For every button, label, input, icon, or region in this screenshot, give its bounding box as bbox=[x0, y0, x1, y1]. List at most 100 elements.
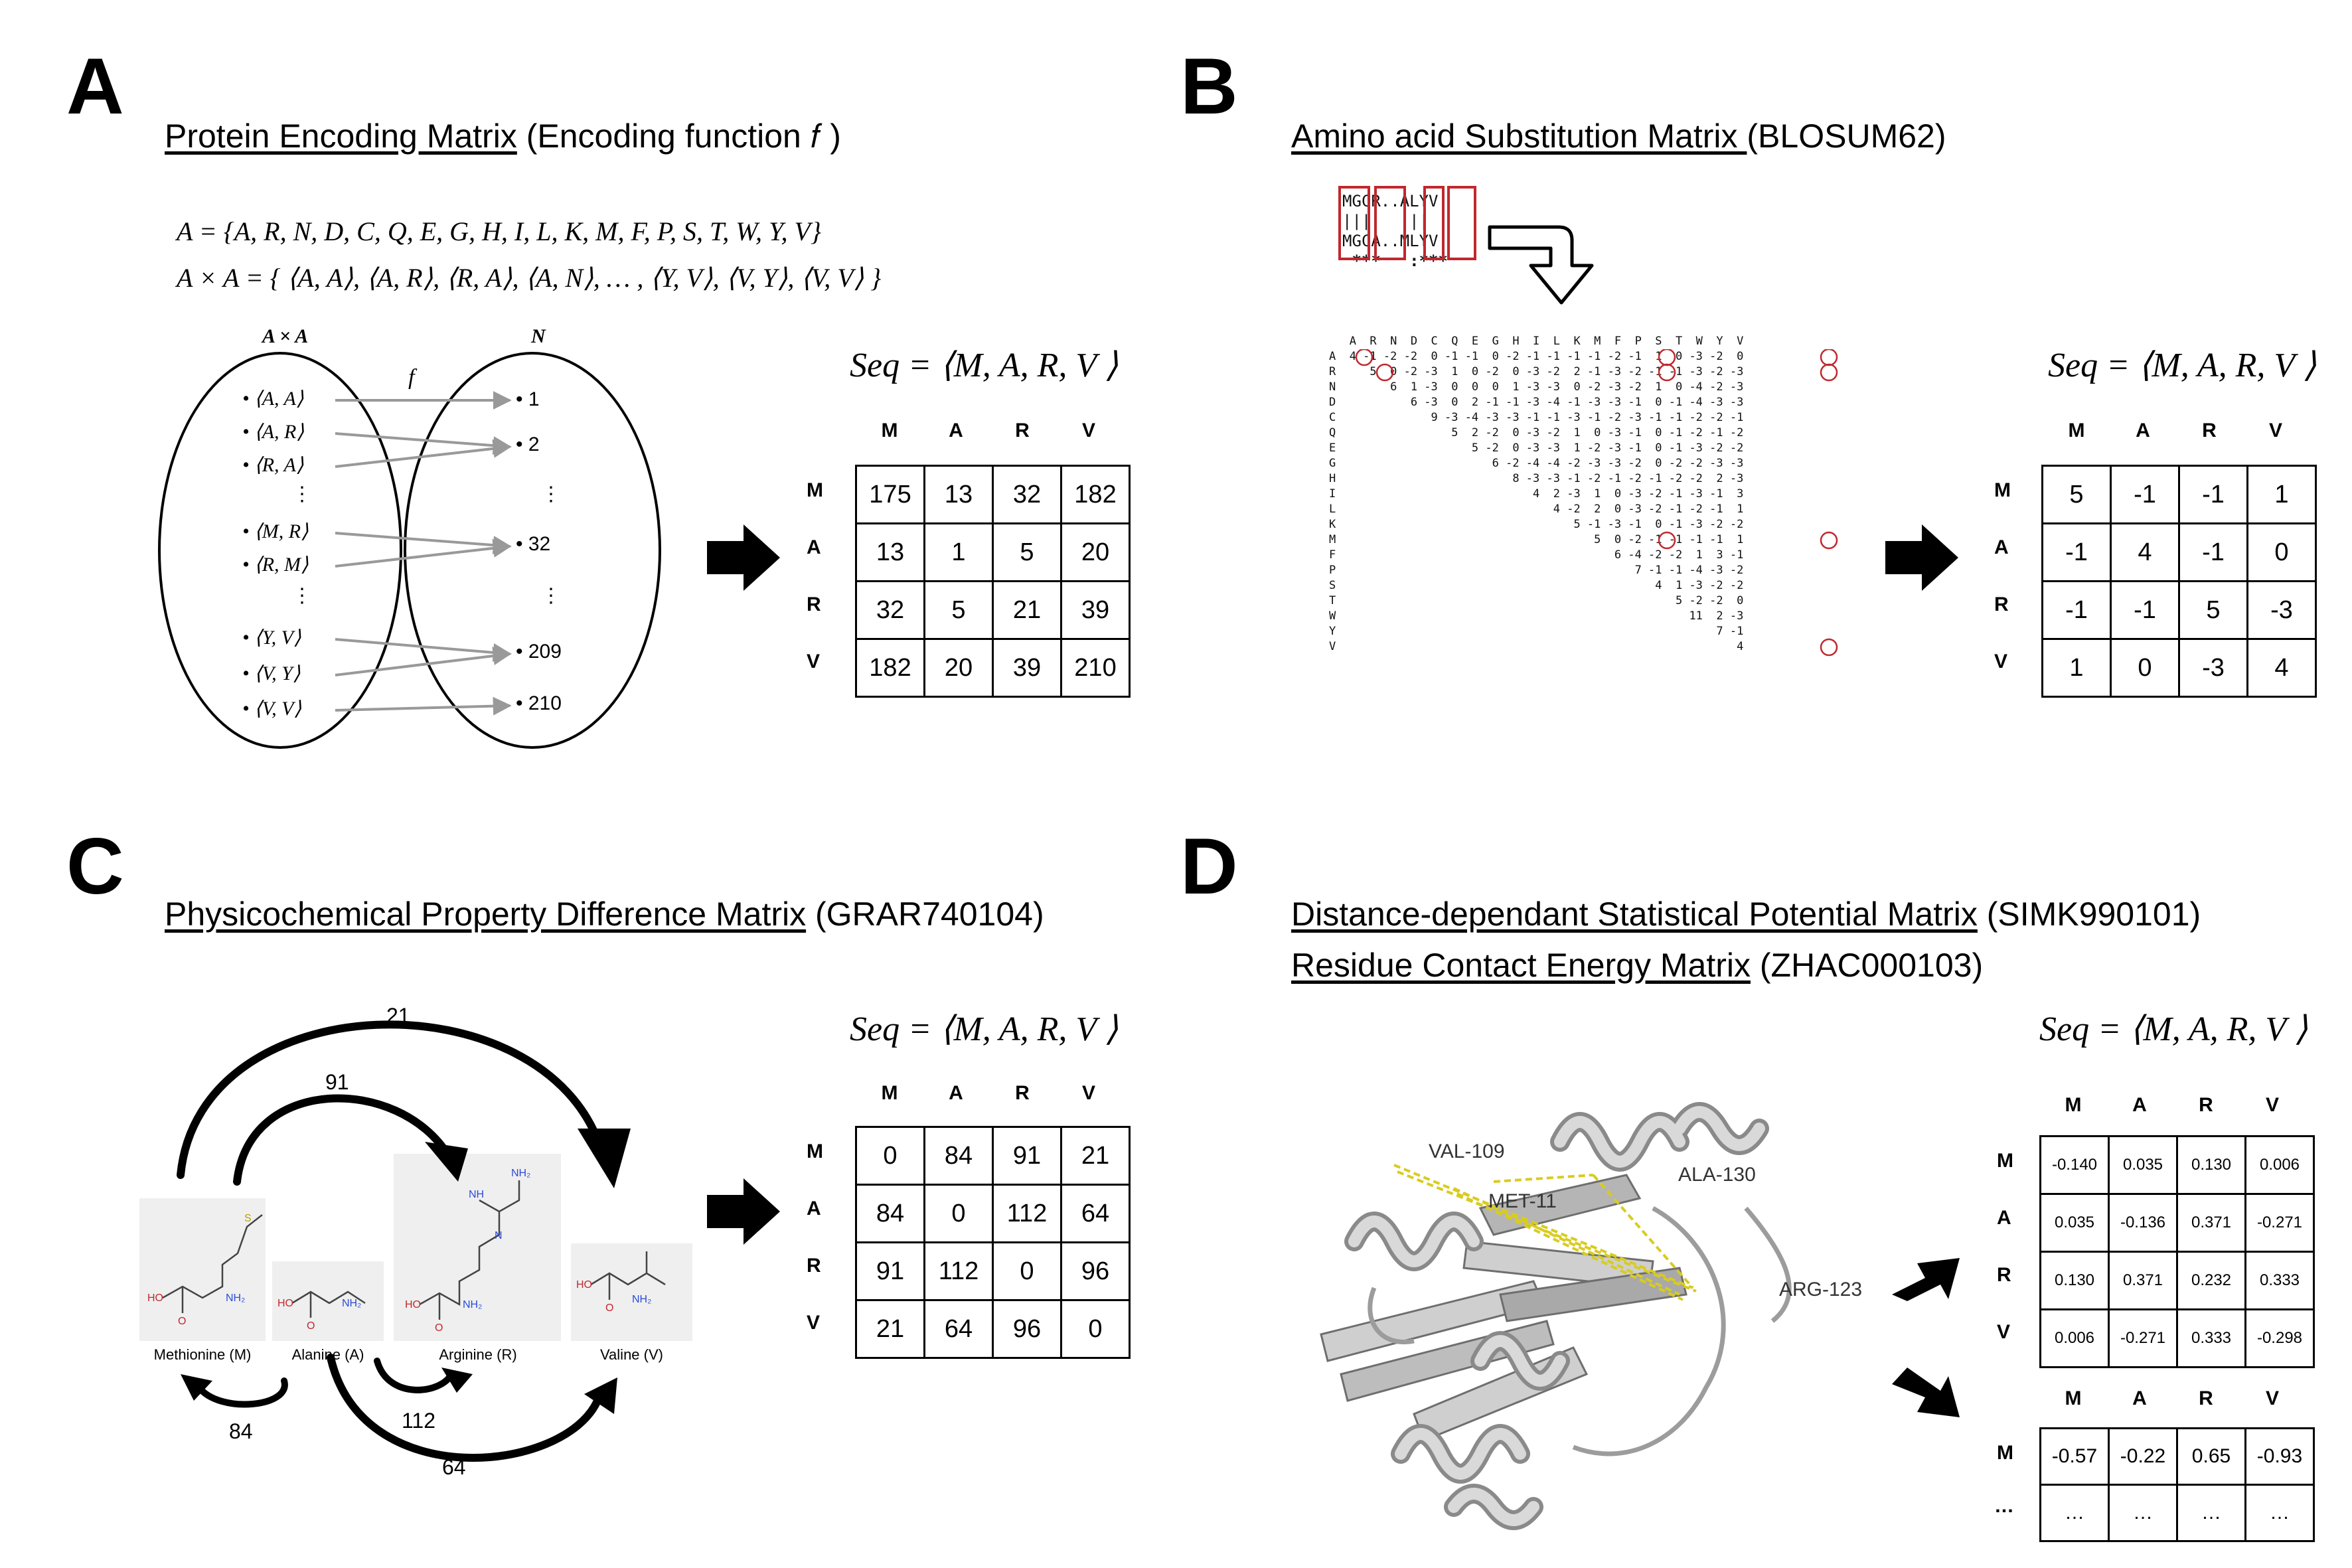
arrow-m-r bbox=[233, 1094, 452, 1186]
hook-arrow-icon bbox=[1488, 225, 1594, 305]
matrix-cell: 21 bbox=[855, 1299, 925, 1359]
col-header: R bbox=[2202, 420, 2217, 441]
block-arrow-d2 bbox=[1892, 1368, 1960, 1417]
matrix-cell: 0.333 bbox=[2244, 1251, 2315, 1310]
matrix-cell: 13 bbox=[855, 522, 925, 582]
domain-ellipse bbox=[158, 352, 402, 749]
potential-matrix-d1: -0.140 0.035 0.130 0.006 0.035 -0.136 0.371 -0… bbox=[2039, 1135, 2315, 1368]
row-header: A bbox=[807, 1198, 821, 1219]
matrix-cell: 5 bbox=[2178, 580, 2248, 640]
blosum-row: H 8 -3 -3 -1 -2 -1 -2 -1 -2 -2 2 -3 bbox=[1329, 472, 1744, 485]
blosum-row: E 5 -2 0 -3 -3 1 -2 -3 -1 0 -1 -3 -2 -2 bbox=[1329, 441, 1744, 455]
blosum-row: G 6 -2 -4 -4 -2 -3 -3 -2 0 -2 -2 -3 -3 bbox=[1329, 457, 1744, 470]
matrix-cell: 0.371 bbox=[2176, 1193, 2246, 1253]
matrix-cell: 1 bbox=[2041, 638, 2112, 698]
pair-item: • ⟨Y, V⟩ bbox=[242, 627, 301, 649]
seq-d: Seq = ⟨M, A, R, V ⟩ bbox=[2039, 1010, 2308, 1048]
arrowhead bbox=[425, 1142, 468, 1182]
matrix-cell: 0.006 bbox=[2244, 1135, 2315, 1195]
matrix-cell: 20 bbox=[923, 638, 994, 698]
blosum-row: N 6 1 -3 0 0 0 1 -3 -3 0 -2 -3 -2 1 0 -4… bbox=[1329, 380, 1744, 394]
alignment-bottom: MGCA..MLYV bbox=[1342, 232, 1439, 250]
pair-item: • ⟨A, R⟩ bbox=[242, 421, 305, 443]
row-header: M bbox=[1994, 479, 2011, 501]
map-arrow bbox=[335, 647, 512, 676]
arrow-label-m-r: 91 bbox=[325, 1070, 349, 1094]
matrix-cell: 1 bbox=[923, 522, 994, 582]
matrix-cell: 182 bbox=[1060, 465, 1131, 524]
panel-d-title-2-suffix: (ZHAC000103) bbox=[1750, 947, 1984, 984]
panel-b-title: Amino acid Substitution Matrix (BLOSUM62… bbox=[1291, 118, 1946, 155]
svg-text:HO: HO bbox=[576, 1279, 592, 1291]
matrix-cell: -0.136 bbox=[2108, 1193, 2178, 1253]
matrix-cell: 21 bbox=[992, 580, 1062, 640]
blosum-highlight-circles bbox=[1355, 349, 1838, 657]
valine-structure-box bbox=[571, 1243, 692, 1341]
map-arrow bbox=[335, 638, 512, 662]
svg-text:O: O bbox=[178, 1316, 186, 1327]
pair-item: • ⟨A, A⟩ bbox=[242, 388, 304, 410]
blosum-row: P 7 -1 -1 -4 -3 -2 bbox=[1329, 564, 1744, 577]
svg-text:O: O bbox=[307, 1320, 315, 1332]
matrix-cell: 0 bbox=[2110, 638, 2180, 698]
row-header: M bbox=[807, 479, 823, 501]
index-item: • 32 bbox=[516, 533, 551, 555]
arrow-a-r bbox=[374, 1358, 455, 1393]
codomain-ellipse bbox=[404, 352, 661, 749]
n-label: N bbox=[531, 325, 546, 347]
svg-text:O: O bbox=[435, 1322, 443, 1334]
alignment-conservation: *** :*** bbox=[1342, 252, 1448, 270]
blosum-row: W 11 2 -3 bbox=[1329, 609, 1744, 623]
blosum-row: I 4 2 -3 1 0 -3 -2 -1 -3 -1 3 bbox=[1329, 487, 1744, 501]
matrix-cell: 0.65 bbox=[2176, 1427, 2246, 1486]
col-header: A bbox=[2132, 1387, 2147, 1409]
matrix-cell: 64 bbox=[1060, 1184, 1131, 1243]
row-header: A bbox=[807, 536, 821, 558]
svg-text:NH₂: NH₂ bbox=[511, 1168, 530, 1179]
matrix-cell: -1 bbox=[2178, 522, 2248, 582]
col-header: A bbox=[2132, 1094, 2147, 1116]
blosum-row: L 4 -2 2 0 -3 -2 -1 -2 -1 1 bbox=[1329, 503, 1744, 516]
matrix-cell: 0 bbox=[855, 1126, 925, 1186]
panel-c-title: Physicochemical Property Difference Matr… bbox=[165, 896, 1044, 933]
col-header: M bbox=[2065, 1094, 2082, 1116]
matrix-cell: -1 bbox=[2110, 580, 2180, 640]
row-header: M bbox=[1997, 1150, 2013, 1172]
matrix-cell: -0.298 bbox=[2244, 1308, 2315, 1368]
panel-b-title-underlined: Amino acid Substitution Matrix bbox=[1291, 118, 1747, 155]
matrix-cell: 112 bbox=[992, 1184, 1062, 1243]
set-a-definition: A = {A, R, N, D, C, Q, E, G, H, I, L, K,… bbox=[177, 216, 821, 246]
svg-text:HO: HO bbox=[277, 1298, 293, 1309]
matrix-cell: -3 bbox=[2178, 638, 2248, 698]
matrix-cell: 32 bbox=[855, 580, 925, 640]
block-arrow-a bbox=[707, 524, 780, 591]
matrix-cell: … bbox=[2176, 1484, 2246, 1542]
alignment-highlight-boxes bbox=[1338, 186, 1476, 260]
svg-text:HO: HO bbox=[147, 1293, 163, 1304]
matrix-cell: 0 bbox=[1060, 1299, 1131, 1359]
blosum-row: K 5 -1 -3 -1 0 -1 -3 -2 -2 bbox=[1329, 518, 1744, 531]
arrow-label-a-m: 84 bbox=[229, 1419, 253, 1443]
ellipsis-vertical: ⋮ bbox=[541, 585, 561, 607]
map-arrow bbox=[335, 538, 512, 568]
panel-c-title-suffix: (GRAR740104) bbox=[806, 896, 1044, 933]
blosum-row: D 6 -3 0 2 -1 -1 -3 -4 -1 -3 -3 -1 0 -1 … bbox=[1329, 396, 1744, 409]
blosum-row: S 4 1 -3 -2 -2 bbox=[1329, 579, 1744, 592]
arrow-label-a-r: 112 bbox=[402, 1409, 436, 1433]
col-header: R bbox=[1015, 420, 1030, 441]
mol-name-alanine: Alanine (A) bbox=[291, 1346, 364, 1363]
matrix-cell: 91 bbox=[855, 1241, 925, 1301]
property-matrix-c: 0 84 91 21 84 0 112 64 91 112 0 96 21 64 96 0 bbox=[855, 1126, 1131, 1359]
matrix-cell: 1 bbox=[2246, 465, 2317, 524]
col-header: R bbox=[1015, 1082, 1030, 1104]
matrix-cell: 112 bbox=[923, 1241, 994, 1301]
map-arrow bbox=[335, 432, 512, 455]
panel-c-title-underlined: Physicochemical Property Difference Matr… bbox=[165, 896, 807, 933]
matrix-cell: 0.130 bbox=[2039, 1251, 2110, 1310]
pair-item: • ⟨V, V⟩ bbox=[242, 698, 302, 720]
map-arrow bbox=[335, 439, 512, 468]
blosum-matrix: A 4 -1 -2 -2 0 -1 -1 0 -2 -1 -1 -1 -1 -2… bbox=[1329, 349, 1743, 655]
col-header: V bbox=[2268, 420, 2282, 441]
